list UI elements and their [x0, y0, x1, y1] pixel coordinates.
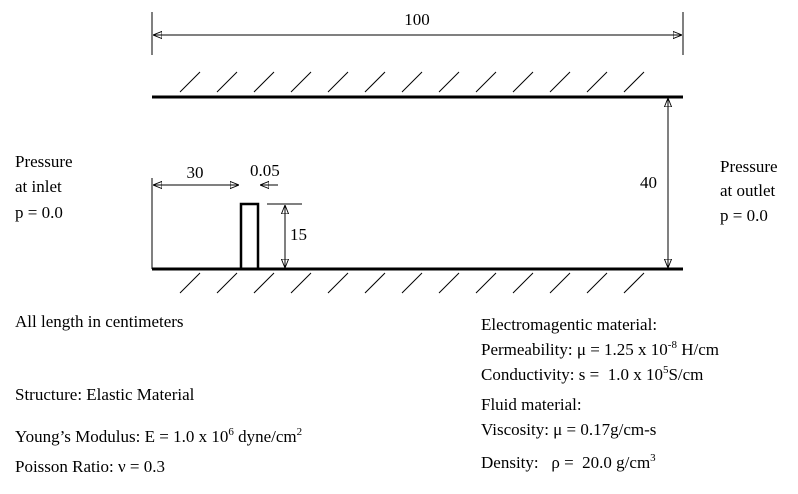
dim-length: 100 [404, 10, 430, 29]
density: Density: ρ = 20.0 g/cm3 [481, 452, 656, 472]
structure-title: Structure: Elastic Material [15, 385, 195, 404]
dimension-lines [151, 12, 684, 269]
text: Density: ρ = 20.0 g/cm [481, 453, 650, 472]
hatch [549, 272, 571, 294]
outlet-label: p = 0.0 [720, 206, 768, 225]
outlet-label: Pressure [720, 157, 778, 176]
inlet-label: Pressure [15, 152, 73, 171]
hatch [401, 272, 423, 294]
superscript: -8 [668, 339, 678, 351]
hatch [623, 71, 645, 93]
walls [152, 71, 683, 294]
hatch [438, 272, 460, 294]
hatch [586, 71, 608, 93]
obstacle [239, 202, 260, 271]
hatch [549, 71, 571, 93]
dim-height: 15 [290, 225, 307, 244]
note: All length in centimeters [15, 312, 184, 331]
outlet-label: at outlet [720, 181, 776, 200]
text: Permeability: μ = 1.25 x 10 [481, 340, 668, 359]
fluid-title: Fluid material: [481, 395, 582, 414]
hatch [623, 272, 645, 294]
hatch [586, 272, 608, 294]
hatch [512, 71, 534, 93]
hatch [327, 71, 349, 93]
superscript: 3 [650, 452, 656, 464]
text: H/cm [677, 340, 719, 359]
hatch [253, 71, 275, 93]
inlet-label: at inlet [15, 177, 62, 196]
inlet-label: p = 0.0 [15, 203, 63, 222]
hatch [475, 272, 497, 294]
text: dyne/cm [234, 427, 297, 446]
dim-offset: 30 [187, 163, 204, 182]
hatch [253, 272, 275, 294]
poisson-ratio: Poisson Ratio: ν = 0.3 [15, 457, 165, 476]
youngs-modulus: Young’s Modulus: E = 1.0 x 106 dyne/cm2 [15, 426, 302, 446]
text: Young’s Modulus: E = 1.0 x 10 [15, 427, 228, 446]
viscosity: Viscosity: μ = 0.17g/cm-s [481, 420, 656, 439]
permeability: Permeability: μ = 1.25 x 10-8 H/cm [481, 339, 719, 359]
hatch [216, 272, 238, 294]
hatch [290, 272, 312, 294]
hatch [290, 71, 312, 93]
superscript: 6 [228, 426, 234, 438]
hatch [364, 71, 386, 93]
hatch [327, 272, 349, 294]
hatch [475, 71, 497, 93]
hatch [438, 71, 460, 93]
em-title: Electromagentic material: [481, 315, 657, 334]
hatch [179, 71, 201, 93]
hatch [401, 71, 423, 93]
dim-thickness: 0.05 [250, 161, 280, 180]
text: Conductivity: s = 1.0 x 10 [481, 365, 663, 384]
conductivity: Conductivity: s = 1.0 x 105S/cm [481, 364, 703, 384]
hatch [364, 272, 386, 294]
superscript: 5 [663, 364, 669, 376]
dim-width: 40 [640, 173, 657, 192]
hatch [512, 272, 534, 294]
hatch [216, 71, 238, 93]
hatch [179, 272, 201, 294]
text: S/cm [668, 365, 703, 384]
superscript: 2 [297, 426, 303, 438]
